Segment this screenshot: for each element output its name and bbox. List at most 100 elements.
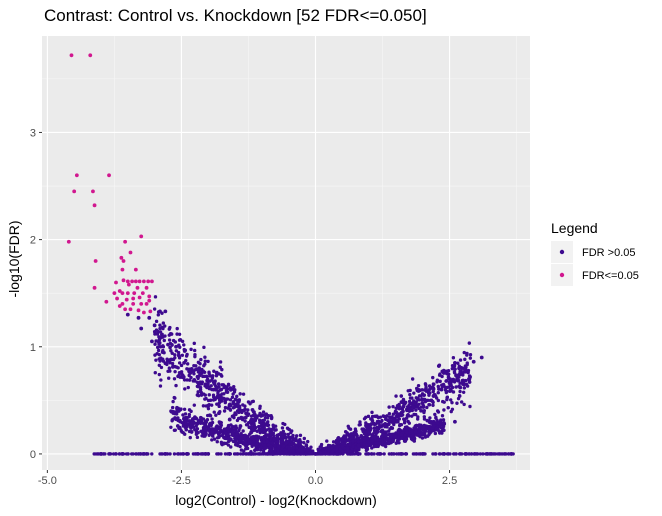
- data-point: [422, 410, 426, 415]
- data-point: [468, 356, 473, 360]
- data-point: [458, 358, 463, 362]
- x-tick-label: -2.5: [172, 475, 191, 487]
- data-point: [264, 437, 268, 441]
- data-point: [245, 423, 250, 427]
- data-point: [452, 380, 457, 384]
- data-point: [238, 452, 243, 456]
- data-point: [259, 427, 264, 432]
- data-point: [370, 436, 374, 440]
- data-point: [266, 452, 270, 456]
- data-point: [219, 372, 223, 377]
- data-point: [270, 452, 275, 456]
- data-point: [174, 417, 178, 422]
- data-point: [183, 387, 187, 391]
- data-point: [136, 315, 141, 320]
- data-point: [168, 345, 172, 350]
- data-point: [215, 370, 219, 375]
- data-point: [233, 436, 237, 441]
- data-point: [394, 431, 398, 435]
- data-point: [414, 452, 419, 456]
- data-point: [265, 439, 270, 444]
- data-point: [186, 385, 190, 390]
- data-point: [382, 433, 387, 437]
- data-point: [159, 365, 164, 370]
- data-point: [196, 370, 201, 374]
- data-point: [175, 326, 179, 331]
- data-point: [205, 413, 210, 418]
- data-point: [410, 377, 415, 381]
- data-point: [237, 440, 242, 445]
- data-point: [417, 394, 422, 398]
- data-point: [403, 419, 407, 423]
- data-points: [66, 53, 514, 456]
- data-point: [135, 285, 140, 290]
- data-point: [343, 434, 347, 439]
- data-point: [206, 406, 211, 411]
- data-point: [131, 296, 136, 301]
- data-point: [121, 278, 126, 283]
- data-point: [252, 439, 256, 443]
- data-point: [404, 416, 409, 420]
- data-point: [189, 430, 194, 434]
- data-point: [394, 394, 398, 398]
- data-point: [219, 396, 224, 401]
- data-point: [210, 430, 215, 434]
- data-point: [435, 409, 440, 413]
- data-point: [159, 378, 163, 382]
- data-point: [223, 400, 227, 405]
- data-point: [147, 315, 152, 320]
- data-point: [177, 426, 181, 430]
- y-axis: 0 1 2 3: [30, 127, 42, 461]
- data-point: [120, 452, 125, 456]
- data-point: [182, 378, 187, 382]
- data-point: [157, 363, 162, 367]
- data-point: [249, 414, 254, 418]
- data-point: [168, 452, 172, 456]
- data-point: [173, 428, 177, 432]
- data-point: [329, 452, 333, 456]
- data-point: [485, 452, 489, 456]
- data-point: [231, 399, 236, 404]
- data-point: [222, 442, 226, 446]
- data-point: [438, 379, 442, 384]
- data-point: [410, 414, 414, 418]
- data-point: [462, 350, 466, 355]
- data-point: [435, 421, 440, 425]
- data-point: [417, 452, 421, 456]
- data-point: [208, 422, 212, 426]
- data-point: [440, 414, 445, 418]
- data-point: [431, 403, 435, 407]
- data-point: [203, 359, 207, 363]
- data-point: [174, 349, 179, 353]
- data-point: [93, 259, 98, 263]
- data-point: [165, 362, 169, 367]
- data-point: [442, 428, 446, 433]
- data-point: [236, 452, 240, 456]
- data-point: [325, 439, 329, 443]
- data-point: [356, 452, 361, 456]
- data-point: [137, 295, 142, 300]
- data-point: [258, 448, 263, 452]
- data-point: [447, 377, 451, 381]
- data-point: [141, 310, 146, 315]
- data-point: [217, 411, 221, 416]
- data-point: [496, 452, 500, 456]
- data-point: [436, 364, 441, 368]
- data-point: [198, 418, 202, 422]
- data-point: [188, 435, 192, 440]
- data-point: [133, 267, 138, 272]
- x-tick-label: 2.5: [442, 475, 457, 487]
- data-point: [292, 452, 296, 456]
- data-point: [436, 384, 440, 389]
- data-point: [467, 452, 471, 456]
- data-point: [414, 408, 418, 412]
- data-point: [196, 390, 200, 394]
- data-point: [383, 422, 388, 426]
- data-point: [163, 309, 168, 314]
- data-point: [358, 420, 362, 424]
- data-point: [351, 452, 355, 456]
- data-point: [438, 372, 442, 376]
- data-point: [249, 435, 254, 440]
- data-point: [173, 396, 177, 400]
- data-point: [308, 450, 313, 455]
